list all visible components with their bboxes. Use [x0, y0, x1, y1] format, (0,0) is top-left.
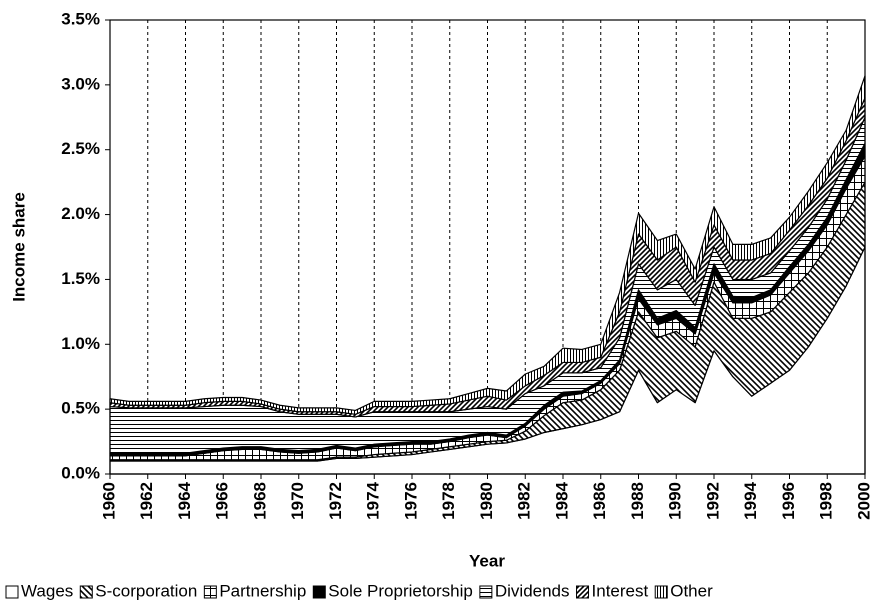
x-tick-label: 1972: [326, 482, 345, 520]
y-tick-label: 1.0%: [61, 334, 100, 353]
y-tick-label: 0.0%: [61, 463, 100, 482]
legend-swatch: [479, 585, 493, 599]
y-tick-label: 2.0%: [61, 204, 100, 223]
x-tick-label: 1988: [628, 482, 647, 520]
x-tick-label: 2000: [854, 482, 873, 520]
x-tick-label: 1998: [817, 482, 836, 520]
x-tick-label: 1992: [703, 482, 722, 520]
y-tick-label: 0.5%: [61, 399, 100, 418]
legend-swatch: [312, 585, 326, 599]
plot-frame: [109, 19, 866, 475]
x-tick-label: 1980: [477, 482, 496, 520]
x-tick-label: 1990: [666, 482, 685, 520]
x-tick-label: 1982: [515, 482, 534, 520]
x-tick-label: 1966: [213, 482, 232, 520]
y-tick-label: 1.5%: [61, 269, 100, 288]
legend-label: Other: [670, 581, 713, 600]
legend: Wages S-corporation Partnership Sole Propri…: [5, 581, 713, 600]
y-tick-label: 3.5%: [61, 9, 100, 28]
x-tick-label: 1984: [552, 481, 571, 519]
x-tick-label: 1968: [250, 482, 269, 520]
x-tick-label: 1978: [439, 482, 458, 520]
legend-swatch: [203, 585, 217, 599]
x-tick-label: 1970: [288, 482, 307, 520]
x-tick-label: 1994: [741, 481, 760, 519]
legend-swatch: [5, 585, 19, 599]
legend-label: Interest: [592, 581, 649, 600]
legend-swatch: [654, 585, 668, 599]
x-tick-label: 1962: [137, 482, 156, 520]
legend-label: Dividends: [495, 581, 570, 600]
x-axis-label: Year: [469, 551, 505, 570]
x-tick-label: 1964: [175, 481, 194, 519]
legend-swatch: [576, 585, 590, 599]
legend-label: Sole Proprietorship: [328, 581, 473, 600]
x-tick-label: 1960: [99, 482, 118, 520]
axes: 0.0% 0.5% 1.0% 1.5% 2.0% 2.5% 3.0% 3.5% 1960 1962…: [61, 9, 873, 519]
x-tick-label: 1976: [401, 482, 420, 520]
x-tick-label: 1986: [590, 482, 609, 520]
legend-label: S-corporation: [95, 581, 197, 600]
legend-label: Wages: [21, 581, 73, 600]
legend-swatch: [79, 585, 93, 599]
y-tick-label: 2.5%: [61, 139, 100, 158]
x-tick-label: 1996: [779, 482, 798, 520]
y-tick-label: 3.0%: [61, 74, 100, 93]
legend-label: Partnership: [219, 581, 306, 600]
y-axis-label: Income share: [9, 192, 28, 302]
x-tick-label: 1974: [364, 481, 383, 519]
